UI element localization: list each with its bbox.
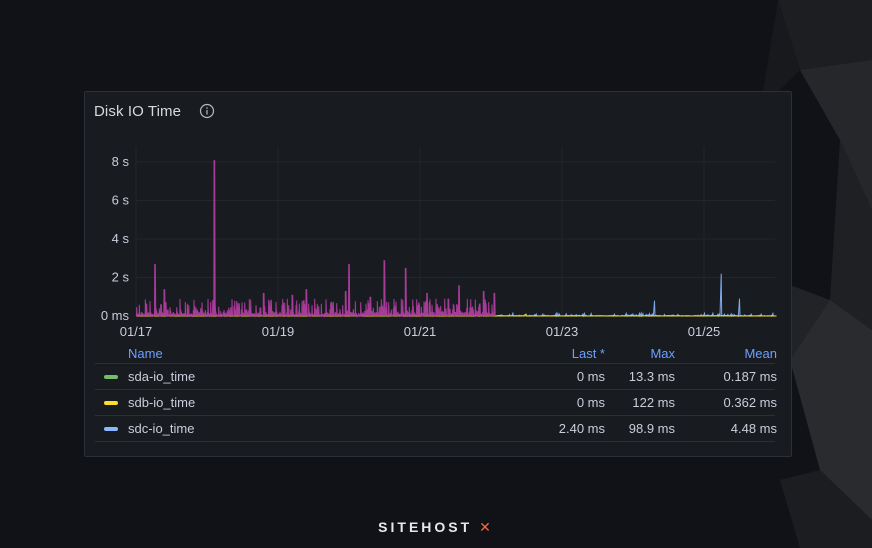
legend-table: Name Last * Max Mean sda-io_time 0 ms 13.3… (95, 343, 777, 442)
disk-io-time-chart[interactable]: 0 ms 2 s 4 s 6 s 8 s 01/17 01/19 01/21 01/23 01/2… (85, 92, 791, 342)
x-tick-label: 01/25 (688, 324, 721, 339)
legend-series-name[interactable]: sdb-io_time (95, 395, 395, 410)
legend-mean-value: 0.187 ms (723, 369, 777, 384)
series-color-swatch[interactable] (104, 374, 118, 379)
series-label: sda-io_time (128, 369, 196, 384)
series-color-swatch[interactable] (104, 400, 118, 405)
series-line-sdc-io_time (494, 273, 775, 318)
legend-header: Name Last * Max Mean (95, 343, 777, 364)
y-tick-label: 2 s (112, 270, 130, 285)
legend-max-value: 13.3 ms (628, 369, 675, 384)
legend-last-value: 2.40 ms (558, 421, 605, 436)
series-line-sdd-io_time (135, 160, 496, 318)
panel-title: Disk IO Time (94, 102, 182, 120)
info-icon[interactable] (199, 103, 215, 119)
legend-max-value: 122 ms (632, 395, 675, 410)
legend-header-max[interactable]: Max (650, 345, 675, 361)
legend-max-value: 98.9 ms (628, 421, 675, 436)
series-color-swatch[interactable] (104, 426, 118, 431)
legend-rows: sda-io_time 0 ms 13.3 ms 0.187 ms sdb-io_tim… (95, 364, 777, 442)
panel-header: Disk IO Time (94, 101, 215, 121)
legend-row[interactable]: sdc-io_time 2.40 ms 98.9 ms 4.48 ms (95, 416, 777, 442)
legend-mean-value: 4.48 ms (730, 421, 777, 436)
legend-header-mean[interactable]: Mean (744, 345, 777, 361)
x-tick-label: 01/21 (404, 324, 437, 339)
sitehost-logo: SITEHOST ✕ (0, 519, 872, 536)
y-tick-label: 4 s (112, 231, 130, 246)
legend-mean-value: 0.362 ms (723, 395, 777, 410)
brand-mark-icon: ✕ (479, 519, 494, 535)
legend-header-last[interactable]: Last * (571, 345, 605, 361)
legend-series-name[interactable]: sdc-io_time (95, 421, 395, 436)
series-label: sdb-io_time (128, 395, 196, 410)
legend-last-value: 0 ms (576, 369, 605, 384)
x-tick-label: 01/19 (262, 324, 295, 339)
legend-series-name[interactable]: sda-io_time (95, 369, 395, 384)
brand-name: SITEHOST (378, 519, 473, 535)
legend-last-value: 0 ms (576, 395, 605, 410)
y-tick-label: 6 s (112, 193, 130, 208)
series-label: sdc-io_time (128, 421, 195, 436)
legend-row[interactable]: sdb-io_time 0 ms 122 ms 0.362 ms (95, 390, 777, 416)
x-tick-label: 01/23 (546, 324, 579, 339)
legend-header-name[interactable]: Name (128, 345, 163, 361)
x-tick-label: 01/17 (120, 324, 153, 339)
y-tick-label: 0 ms (101, 308, 130, 323)
legend-row[interactable]: sda-io_time 0 ms 13.3 ms 0.187 ms (95, 364, 777, 390)
y-tick-label: 8 s (112, 154, 130, 169)
